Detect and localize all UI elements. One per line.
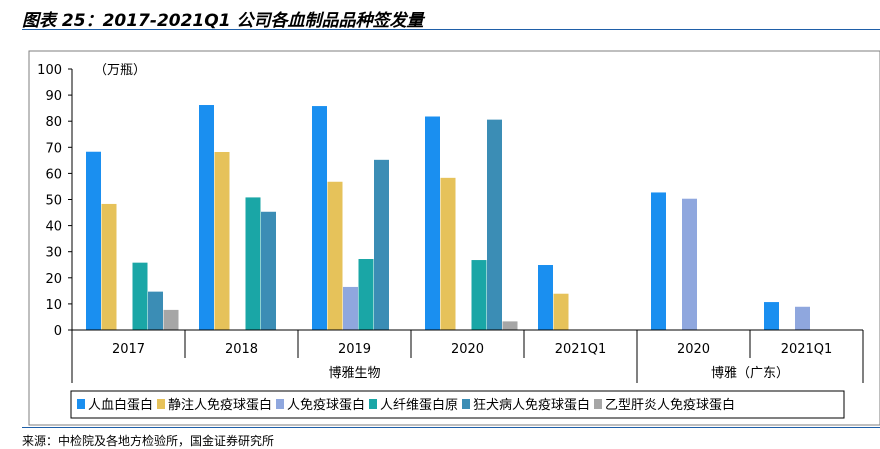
legend-label: 静注人免疫球蛋白 (168, 397, 272, 413)
legend-label: 人纤维蛋白原 (380, 397, 458, 413)
bar (327, 181, 343, 330)
legend-swatch (276, 399, 284, 409)
y-tick-label: 80 (45, 115, 62, 130)
bar (487, 119, 502, 330)
bar (358, 259, 374, 330)
source-divider (22, 427, 880, 428)
bar (312, 106, 327, 330)
x-tick-label: 2021Q1 (555, 342, 607, 357)
bar (374, 159, 389, 330)
bar (163, 309, 179, 330)
group-label: 博雅（广东） (711, 366, 789, 381)
group-label: 博雅生物 (328, 366, 380, 381)
bar (425, 116, 440, 330)
bar (764, 302, 779, 330)
legend-swatch (157, 399, 165, 409)
bar (795, 306, 810, 330)
y-tick-label: 30 (45, 246, 62, 261)
y-tick-label: 20 (45, 272, 62, 287)
bar (148, 291, 163, 330)
bar (553, 293, 569, 330)
legend-swatch (462, 399, 470, 409)
bar (261, 211, 276, 330)
y-tick-label: 90 (45, 89, 62, 104)
legend-swatch (369, 399, 377, 409)
bar (132, 262, 148, 330)
bar (440, 177, 456, 330)
bar (682, 198, 697, 330)
x-tick-label: 2021Q1 (781, 342, 833, 357)
bar (471, 260, 487, 330)
bar (538, 265, 553, 330)
y-tick-label: 70 (45, 141, 62, 156)
x-tick-label: 2018 (225, 342, 258, 357)
y-tick-label: 10 (45, 298, 62, 313)
bar (199, 105, 214, 330)
y-tick-label: 0 (54, 324, 62, 339)
y-tick-label: 40 (45, 220, 62, 235)
legend-swatch (77, 399, 85, 409)
y-tick-label: 50 (45, 194, 62, 209)
x-tick-label: 2017 (112, 342, 145, 357)
bar (101, 203, 117, 330)
legend-box (70, 390, 845, 419)
legend-swatch (594, 399, 602, 409)
legend-label: 乙型肝炎人免疫球蛋白 (605, 397, 735, 413)
y-tick-label: 60 (45, 167, 62, 182)
legend-label: 狂犬病人免疫球蛋白 (473, 397, 590, 413)
x-tick-label: 2020 (451, 342, 484, 357)
legend-label: 人血白蛋白 (88, 397, 153, 413)
x-tick-label: 2020 (677, 342, 710, 357)
chart-frame (28, 50, 880, 426)
chart-title: 图表 25：2017-2021Q1 公司各血制品品种签发量 (22, 11, 424, 31)
x-tick-label: 2019 (338, 342, 371, 357)
bar (343, 286, 358, 330)
bar (502, 321, 518, 330)
bar (651, 192, 666, 330)
y-tick-label: 100 (37, 63, 62, 78)
bar (214, 151, 230, 330)
bar (245, 197, 261, 330)
title-underline (22, 29, 880, 30)
legend-label: 人免疫球蛋白 (287, 397, 365, 413)
y-unit-label: （万瓶） (94, 63, 146, 78)
bar (86, 151, 101, 330)
